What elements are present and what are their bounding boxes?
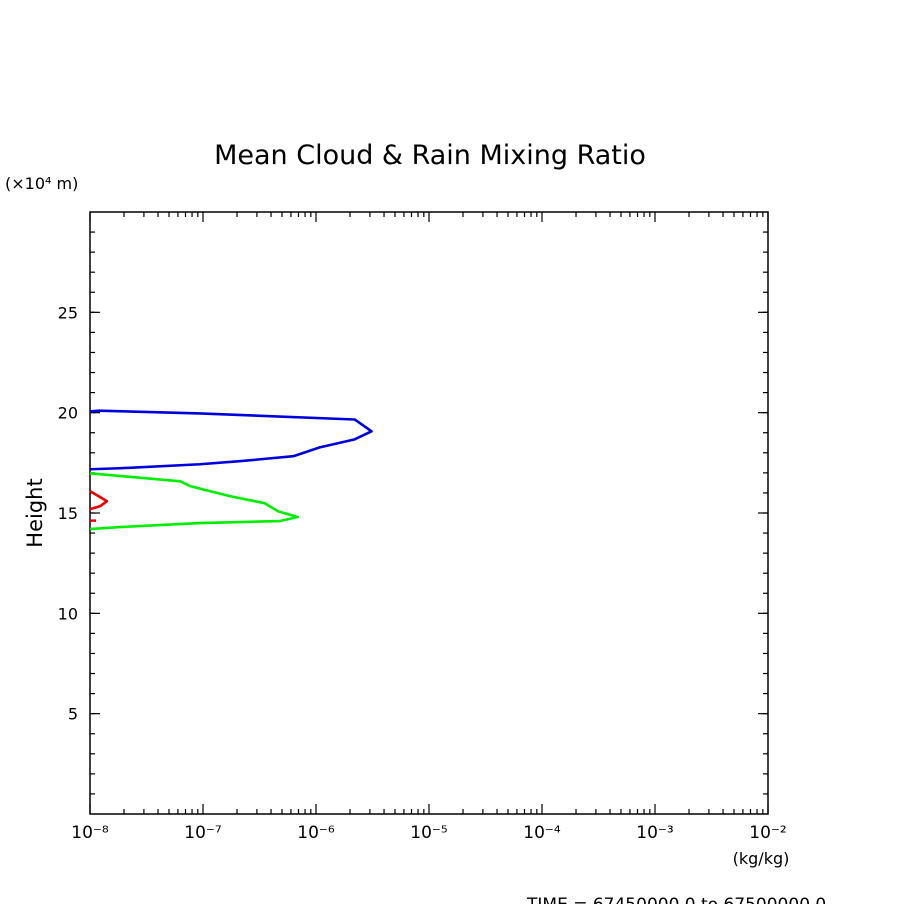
series-line (89, 409, 373, 471)
plot-frame (89, 211, 769, 815)
x-tick-label: 10⁻⁷ (184, 823, 222, 843)
series-line (89, 490, 109, 522)
x-tick-label: 10⁻⁴ (523, 823, 561, 843)
footer: TIME = 67450000.0 to 67500000.0 (526, 895, 826, 904)
y-tick-label: 10 (58, 604, 78, 623)
series-line (89, 471, 300, 531)
y-unit: (×10⁴ m) (5, 174, 78, 193)
y-axis-label: Height (23, 478, 47, 547)
x-tick-label: 10⁻⁶ (297, 823, 335, 843)
y-tick-label: 5 (68, 705, 78, 724)
x-tick-label: 10⁻⁵ (410, 823, 447, 843)
y-tick-label: 15 (58, 504, 78, 523)
x-axis-label: (kg/kg) (733, 849, 790, 868)
x-tick-label: 10⁻³ (636, 823, 673, 843)
y-tick-label: 20 (58, 404, 78, 423)
x-tick-label: 10⁻² (749, 823, 786, 843)
x-tick-label: 10⁻⁸ (71, 823, 109, 843)
y-tick-label: 25 (58, 303, 78, 322)
chart-title: Mean Cloud & Rain Mixing Ratio (214, 140, 646, 171)
